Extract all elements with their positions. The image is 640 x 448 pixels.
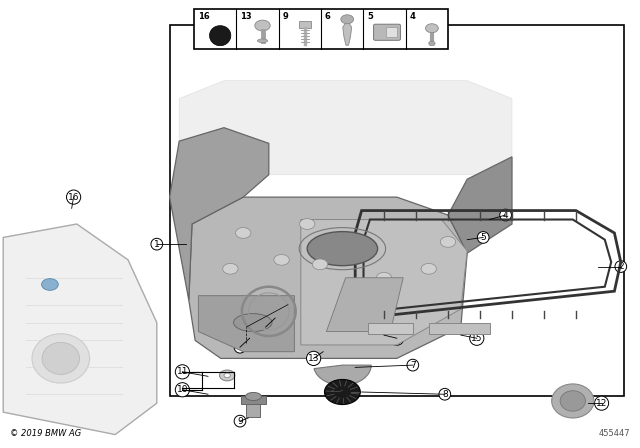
Circle shape xyxy=(42,279,58,290)
Circle shape xyxy=(312,259,328,270)
Text: 16: 16 xyxy=(68,193,79,202)
Text: 4: 4 xyxy=(410,12,415,21)
Bar xyxy=(299,21,310,28)
Bar xyxy=(429,323,490,334)
Bar xyxy=(368,323,413,334)
Polygon shape xyxy=(189,197,467,358)
Text: 6: 6 xyxy=(325,12,331,21)
Text: 8: 8 xyxy=(442,390,447,399)
Text: 12: 12 xyxy=(596,399,607,408)
Circle shape xyxy=(324,379,360,405)
Text: 13: 13 xyxy=(240,12,252,21)
Polygon shape xyxy=(209,26,231,46)
Text: 4: 4 xyxy=(503,211,508,220)
Circle shape xyxy=(429,41,435,46)
Text: 6: 6 xyxy=(237,343,243,352)
Ellipse shape xyxy=(552,384,594,418)
Text: 455447: 455447 xyxy=(599,429,630,438)
Circle shape xyxy=(421,263,436,274)
Circle shape xyxy=(440,237,456,247)
Polygon shape xyxy=(3,224,157,435)
Text: 15: 15 xyxy=(471,334,483,343)
Wedge shape xyxy=(314,365,371,385)
Ellipse shape xyxy=(560,391,586,411)
Ellipse shape xyxy=(234,314,272,332)
Ellipse shape xyxy=(257,39,268,43)
Ellipse shape xyxy=(307,232,378,266)
Circle shape xyxy=(224,373,230,378)
Polygon shape xyxy=(179,81,512,197)
Ellipse shape xyxy=(42,342,79,375)
Circle shape xyxy=(220,370,235,381)
Text: 2: 2 xyxy=(618,262,623,271)
Circle shape xyxy=(300,219,315,229)
Circle shape xyxy=(274,254,289,265)
Polygon shape xyxy=(198,296,294,352)
Polygon shape xyxy=(448,157,512,253)
Text: 13: 13 xyxy=(308,354,319,363)
Text: 11: 11 xyxy=(177,367,188,376)
Text: 14: 14 xyxy=(391,334,403,343)
Bar xyxy=(241,396,266,404)
Text: 5: 5 xyxy=(367,12,373,21)
Text: 7: 7 xyxy=(410,361,415,370)
Circle shape xyxy=(236,228,251,238)
Circle shape xyxy=(223,263,238,274)
Text: © 2019 BMW AG: © 2019 BMW AG xyxy=(10,429,81,438)
Polygon shape xyxy=(301,220,467,345)
Text: 1: 1 xyxy=(154,240,159,249)
Circle shape xyxy=(426,24,438,33)
Circle shape xyxy=(341,15,354,24)
Bar xyxy=(194,9,448,49)
Ellipse shape xyxy=(32,334,90,383)
Ellipse shape xyxy=(246,392,262,401)
Polygon shape xyxy=(343,20,352,45)
Bar xyxy=(386,27,397,37)
Text: 10: 10 xyxy=(177,385,188,394)
Bar xyxy=(246,396,260,417)
Polygon shape xyxy=(326,278,403,332)
Circle shape xyxy=(255,20,270,31)
Text: 9: 9 xyxy=(282,12,288,21)
Text: 3: 3 xyxy=(263,323,268,332)
Text: 9: 9 xyxy=(237,417,243,426)
Polygon shape xyxy=(170,128,269,300)
Bar xyxy=(170,25,624,396)
FancyBboxPatch shape xyxy=(374,24,401,40)
Text: 5: 5 xyxy=(481,233,486,242)
Text: 16: 16 xyxy=(198,12,209,21)
Circle shape xyxy=(376,272,392,283)
